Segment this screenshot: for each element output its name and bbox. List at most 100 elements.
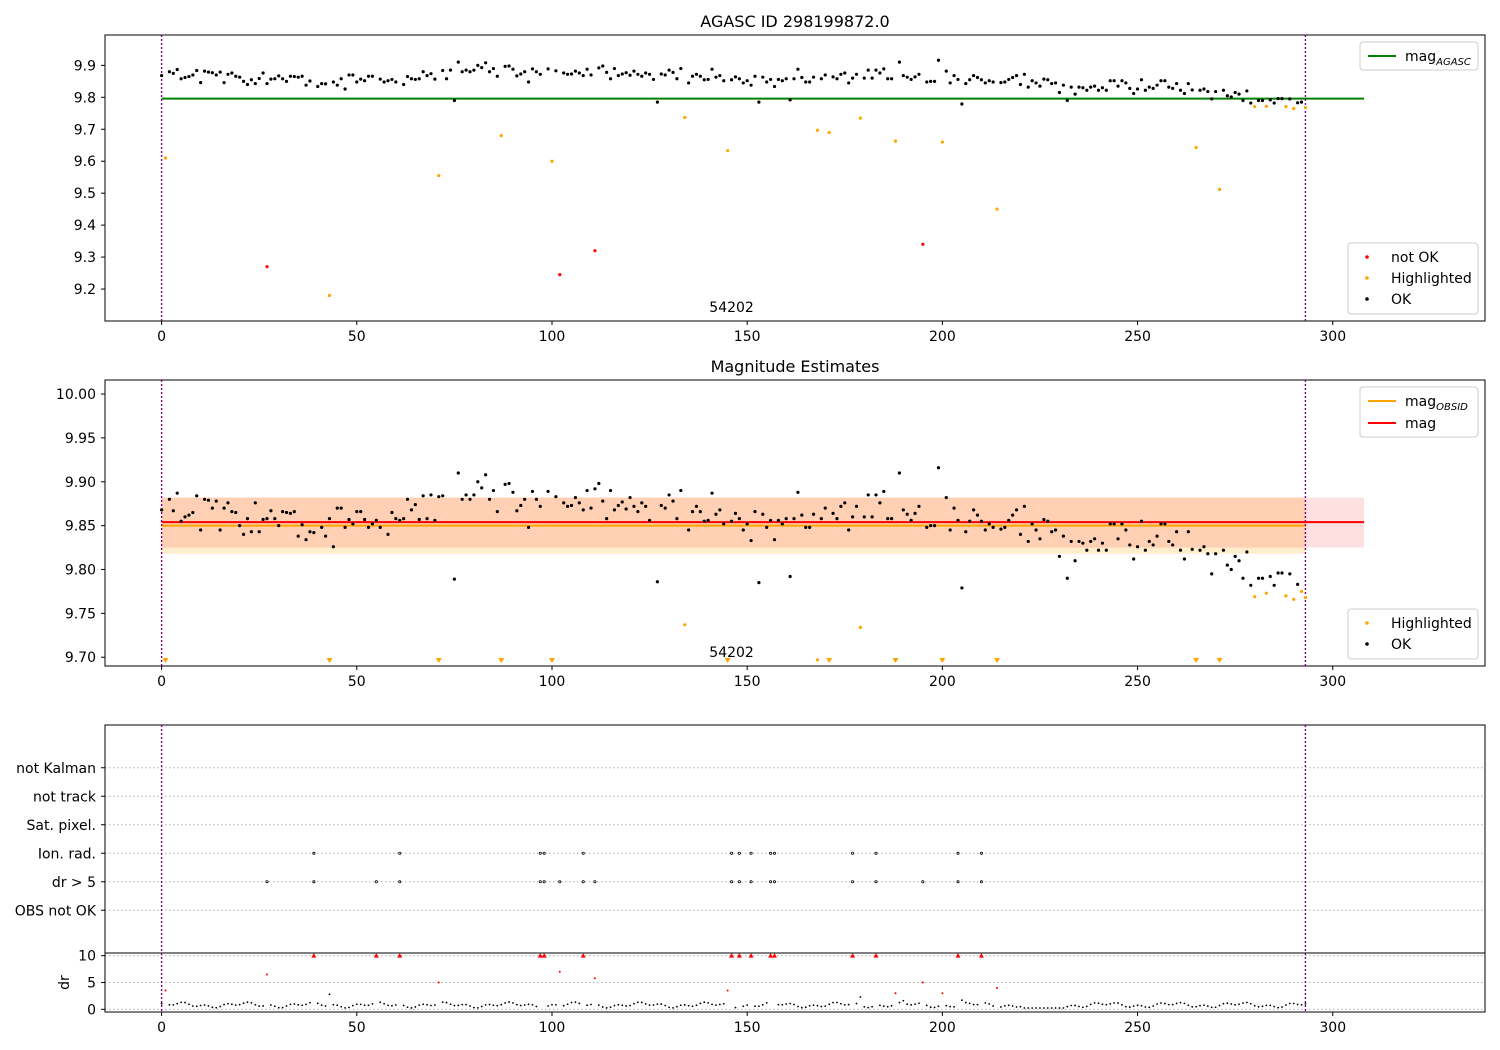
dr-capped-marker [397,953,403,958]
offscale-marker [826,658,833,663]
ok-point [218,70,222,74]
dr-point [1078,1005,1080,1008]
dr-point [761,1003,764,1006]
ok-point [456,60,460,64]
ok-point [870,76,874,80]
ok-point [405,497,410,501]
dr-point [293,1003,296,1005]
ok-point [577,501,581,505]
dr-point [1175,1002,1178,1005]
ok-point [663,506,667,510]
legend-marker [1365,276,1369,280]
dr-point [469,1005,471,1007]
dr-point [418,1004,421,1007]
plot-frame [104,724,1486,954]
ok-point [874,68,878,72]
dr-point [1046,1007,1049,1009]
dr-point [430,1004,432,1007]
dr-capped-marker [373,953,379,958]
ok-point [745,79,749,83]
dr-point [410,1007,413,1009]
ok-point [1124,81,1128,85]
dr-point [336,1004,339,1007]
highlighted-series [163,104,1308,298]
ok-point [452,98,456,103]
ok-point [1280,96,1284,101]
ok-point [421,494,425,498]
dr-point [508,1001,510,1003]
ok-point [265,517,269,521]
ok-point [296,75,300,79]
ok-point [624,507,628,511]
dr-point [262,1005,264,1007]
dr-point [695,1004,698,1007]
ok-point [343,525,347,529]
y-tick-label: 0 [87,1002,96,1018]
ok-point [1245,550,1249,554]
ok-point [698,74,702,78]
legend-label: Highlighted [1391,271,1472,287]
ok-point [729,78,734,82]
ok-point [1221,88,1226,92]
ok-point [1096,88,1101,92]
dr-point [1066,1005,1069,1008]
flag-point [312,880,316,884]
ok-point [187,74,191,79]
dr-point [804,1006,807,1009]
dr-point [207,1004,210,1007]
ok-point [882,67,886,71]
ok-point [577,71,581,75]
ok-point [647,72,652,76]
dr-point [621,1004,624,1007]
ok-point [413,77,417,82]
dr-point [422,1003,425,1006]
ok-point [519,503,523,508]
ok-point [757,581,761,585]
ok-point [597,481,601,486]
ok-point [679,488,683,493]
dr-point [289,1003,292,1006]
ok-point [378,525,382,529]
highlighted-point [1299,589,1304,594]
ok-point [402,517,406,521]
y-tick-label: dr > 5 [52,875,96,891]
ok-point [323,82,328,86]
dr-point [960,999,963,1002]
dr-point [1156,1003,1158,1005]
highlighted-series [683,589,1308,662]
dr-point [504,1002,507,1004]
dr-point [820,1005,823,1008]
legend-frame [1347,242,1479,315]
y-tick-label: 9.9 [74,58,96,74]
dr-point [570,1001,573,1004]
y-tick-label: not track [33,789,97,805]
dr-point [176,1002,179,1005]
ok-point [1237,92,1241,96]
ok-point [792,77,796,81]
dr-point [676,1005,678,1008]
ok-point [796,67,800,71]
ok-point [390,77,394,82]
ok-point [1190,88,1194,92]
ok-point [1268,574,1272,579]
dr-point [1109,1003,1112,1005]
ok-point [694,72,699,76]
ok-point [788,98,792,102]
ok-point [296,534,300,538]
ok-point [1198,548,1202,552]
ok-point [1089,85,1093,89]
dr-point [699,1002,702,1005]
ok-point [913,511,917,515]
ok-point [1276,96,1280,101]
flag-point [773,880,777,884]
ok-point [405,74,410,79]
ok-point [249,530,253,534]
ok-point [284,79,289,83]
dr-point [964,1001,967,1004]
ok-point [214,73,218,77]
dr-point [512,1002,514,1004]
ok-point [866,493,870,497]
dr-point [523,1004,526,1006]
ok-point [1178,548,1183,552]
ok-point [1085,548,1089,552]
